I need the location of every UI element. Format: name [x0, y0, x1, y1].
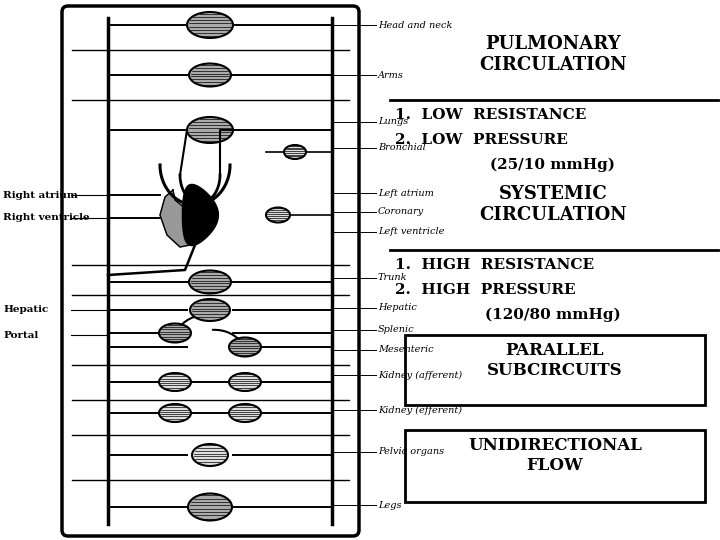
- Bar: [405, 335, 705, 405]
- Text: Splenic: Splenic: [378, 326, 415, 334]
- Text: Arms: Arms: [378, 71, 404, 79]
- Ellipse shape: [159, 404, 191, 422]
- Ellipse shape: [187, 12, 233, 38]
- Text: PARALLEL
SUBCIRCUITS: PARALLEL SUBCIRCUITS: [487, 342, 623, 379]
- Text: Lungs: Lungs: [378, 118, 408, 126]
- Text: Hepatic: Hepatic: [378, 303, 417, 313]
- Ellipse shape: [189, 64, 231, 86]
- Ellipse shape: [229, 373, 261, 391]
- Ellipse shape: [187, 117, 233, 143]
- Text: Head and neck: Head and neck: [378, 21, 452, 30]
- Ellipse shape: [190, 299, 230, 321]
- Text: Left ventricle: Left ventricle: [378, 227, 444, 237]
- Ellipse shape: [192, 444, 228, 466]
- Text: 1.  LOW  RESISTANCE: 1. LOW RESISTANCE: [395, 108, 586, 122]
- Text: Kidney (efferent): Kidney (efferent): [378, 406, 462, 415]
- Text: Pelvic organs: Pelvic organs: [378, 448, 444, 456]
- Ellipse shape: [188, 494, 232, 521]
- Ellipse shape: [229, 404, 261, 422]
- Text: (120/80 mmHg): (120/80 mmHg): [485, 308, 621, 322]
- Text: Left atrium: Left atrium: [378, 188, 434, 198]
- Text: SYSTEMIC
CIRCULATION: SYSTEMIC CIRCULATION: [479, 185, 627, 224]
- Ellipse shape: [266, 207, 290, 222]
- Text: Hepatic: Hepatic: [3, 306, 48, 314]
- Text: Right ventricle: Right ventricle: [3, 213, 89, 222]
- Text: 2.  HIGH  PRESSURE: 2. HIGH PRESSURE: [395, 283, 575, 297]
- Text: Trunk: Trunk: [378, 273, 408, 282]
- Text: Legs: Legs: [378, 501, 402, 510]
- Polygon shape: [182, 185, 218, 246]
- Text: UNIDIRECTIONAL
FLOW: UNIDIRECTIONAL FLOW: [468, 437, 642, 474]
- Text: Bronchial: Bronchial: [378, 144, 426, 152]
- Text: (25/10 mmHg): (25/10 mmHg): [490, 158, 616, 172]
- Ellipse shape: [159, 373, 191, 391]
- Text: 1.  HIGH  RESISTANCE: 1. HIGH RESISTANCE: [395, 258, 594, 272]
- Text: Kidney (afferent): Kidney (afferent): [378, 370, 462, 380]
- Ellipse shape: [229, 338, 261, 356]
- Ellipse shape: [159, 323, 191, 342]
- Text: PULMONARY
CIRCULATION: PULMONARY CIRCULATION: [479, 35, 627, 74]
- Bar: [405, 430, 705, 502]
- Text: 2.  LOW  PRESSURE: 2. LOW PRESSURE: [395, 133, 568, 147]
- FancyBboxPatch shape: [62, 6, 359, 536]
- Polygon shape: [160, 190, 193, 247]
- Text: Mesenteric: Mesenteric: [378, 346, 433, 354]
- Text: Portal: Portal: [3, 330, 38, 340]
- Text: Right atrium: Right atrium: [3, 191, 78, 199]
- Ellipse shape: [284, 145, 306, 159]
- Ellipse shape: [189, 271, 231, 294]
- Text: Coronary: Coronary: [378, 207, 424, 217]
